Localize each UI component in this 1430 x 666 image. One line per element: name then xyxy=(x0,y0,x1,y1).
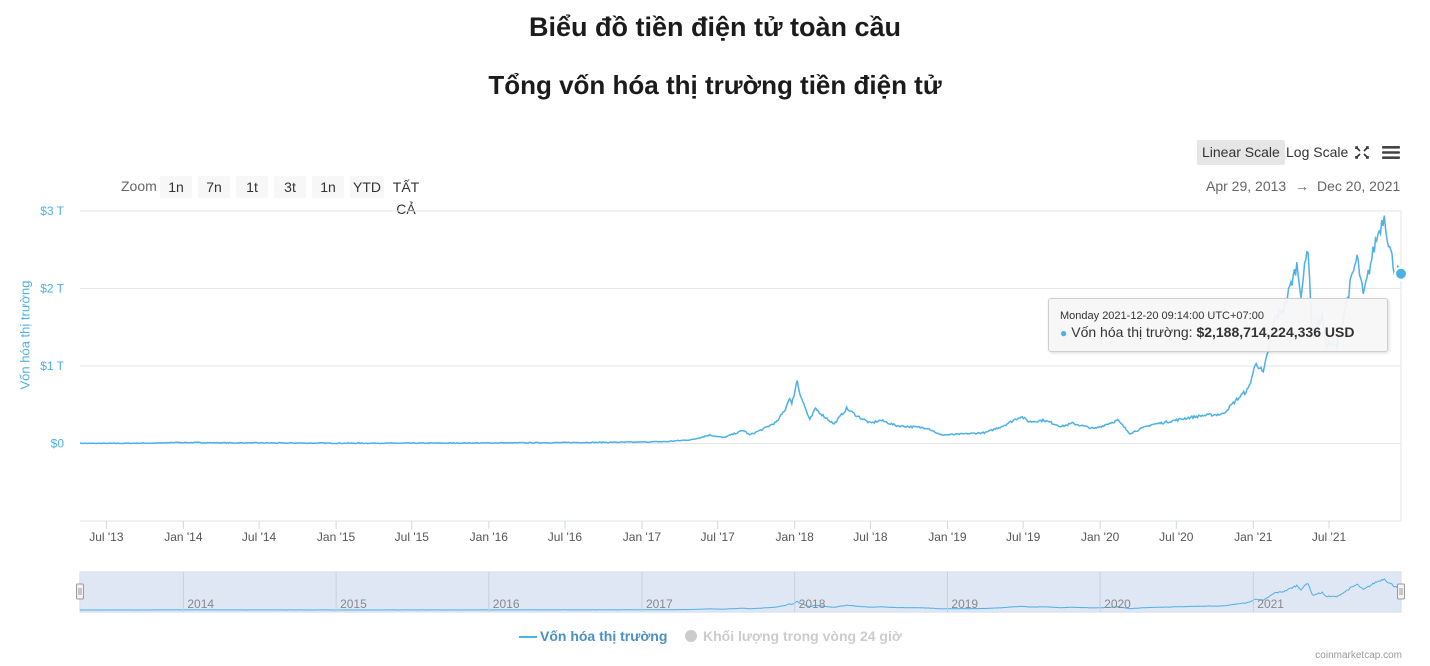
navigator-selected-range xyxy=(80,572,1401,612)
zoom-button-ytd[interactable]: YTD xyxy=(350,176,384,198)
y-tick-label: $2 T xyxy=(40,282,64,296)
x-tick-label: Jan '16 xyxy=(470,530,509,544)
x-tick-label: Jul '21 xyxy=(1312,530,1347,544)
x-tick-label: Jan '17 xyxy=(623,530,662,544)
navigator-year-label: 2021 xyxy=(1257,597,1284,611)
legend-item-volume[interactable]: Khối lượng trong vòng 24 giờ xyxy=(685,628,902,644)
x-tick-label: Jul '13 xyxy=(89,530,124,544)
x-tick-label: Jan '18 xyxy=(776,530,815,544)
x-tick-label: Jan '19 xyxy=(928,530,967,544)
navigator-year-label: 2016 xyxy=(493,597,520,611)
zoom-button-7n[interactable]: 7n xyxy=(198,176,230,198)
tooltip-date: Monday 2021-12-20 09:14:00 UTC+07:00 xyxy=(1060,310,1264,322)
zoom-button-1t[interactable]: 1t xyxy=(236,176,268,198)
navigator-year-label: 2018 xyxy=(799,597,826,611)
log-scale-button[interactable]: Log Scale xyxy=(1286,144,1349,160)
y-tick-label: $0 xyxy=(51,437,65,451)
range-from[interactable]: Apr 29, 2013 xyxy=(1206,178,1287,194)
range-arrow: → xyxy=(1295,178,1309,194)
tooltip-series-dot: ● xyxy=(1060,326,1068,340)
credits[interactable]: coinmarketcap.com xyxy=(1315,650,1402,661)
x-tick-label: Jul '19 xyxy=(1006,530,1041,544)
x-tick-label: Jan '14 xyxy=(164,530,203,544)
x-tick-label: Jul '15 xyxy=(395,530,430,544)
tooltip-row: ● Vốn hóa thị trường: $2,188,714,224,336 … xyxy=(1060,324,1354,340)
x-tick-label: Jul '20 xyxy=(1159,530,1194,544)
x-tick-label: Jan '20 xyxy=(1081,530,1120,544)
zoom-button-1n[interactable]: 1n xyxy=(160,176,192,198)
zoom-button-all[interactable]: TẤT CẢ xyxy=(392,179,420,217)
navigator-year-label: 2017 xyxy=(646,597,673,611)
x-tick-label: Jul '18 xyxy=(853,530,888,544)
hover-point-marker xyxy=(1394,266,1408,281)
zoom-label: Zoom xyxy=(121,178,157,194)
navigator-year-label: 2015 xyxy=(340,597,367,611)
tooltip-value: $2,188,714,224,336 USD xyxy=(1196,324,1355,340)
y-axis-title: Vốn hóa thị trường xyxy=(17,280,33,390)
x-tick-label: Jul '14 xyxy=(242,530,277,544)
navigator-handle xyxy=(1397,583,1405,600)
y-tick-label: $3 T xyxy=(40,204,64,218)
tooltip: Monday 2021-12-20 09:14:00 UTC+07:00 ● Vố… xyxy=(1048,298,1388,352)
x-tick-label: Jul '17 xyxy=(701,530,736,544)
navigator-background xyxy=(79,571,1402,613)
navigator-handle xyxy=(76,583,84,600)
zoom-button-1n-year[interactable]: 1n xyxy=(312,176,344,198)
range-to[interactable]: Dec 20, 2021 xyxy=(1317,178,1401,194)
legend-item-market-cap[interactable]: Vốn hóa thị trường xyxy=(519,628,667,644)
linear-scale-button[interactable]: Linear Scale xyxy=(1197,140,1285,165)
chart-title: Tổng vốn hóa thị trường tiền điện tử xyxy=(488,70,942,100)
legend-label-volume: Khối lượng trong vòng 24 giờ xyxy=(703,628,902,644)
zoom-button-3t[interactable]: 3t xyxy=(274,176,306,198)
y-tick-label: $1 T xyxy=(40,359,64,373)
navigator-year-label: 2014 xyxy=(187,597,214,611)
navigator-series-line xyxy=(79,578,1402,611)
x-tick-label: Jul '16 xyxy=(548,530,583,544)
page-title: Biểu đồ tiền điện tử toàn cầu xyxy=(528,12,902,42)
navigator-year-label: 2019 xyxy=(951,597,978,611)
navigator-year-label: 2020 xyxy=(1104,597,1131,611)
legend-line-icon xyxy=(519,636,537,639)
x-tick-label: Jan '21 xyxy=(1234,530,1273,544)
legend-label-market-cap: Vốn hóa thị trường xyxy=(540,628,668,644)
menu-icon[interactable] xyxy=(1378,140,1404,165)
fullscreen-icon[interactable] xyxy=(1349,140,1375,165)
tooltip-series-label: Vốn hóa thị trường: xyxy=(1071,324,1193,340)
x-tick-label: Jan '15 xyxy=(317,530,356,544)
legend-dot-icon xyxy=(685,630,697,642)
